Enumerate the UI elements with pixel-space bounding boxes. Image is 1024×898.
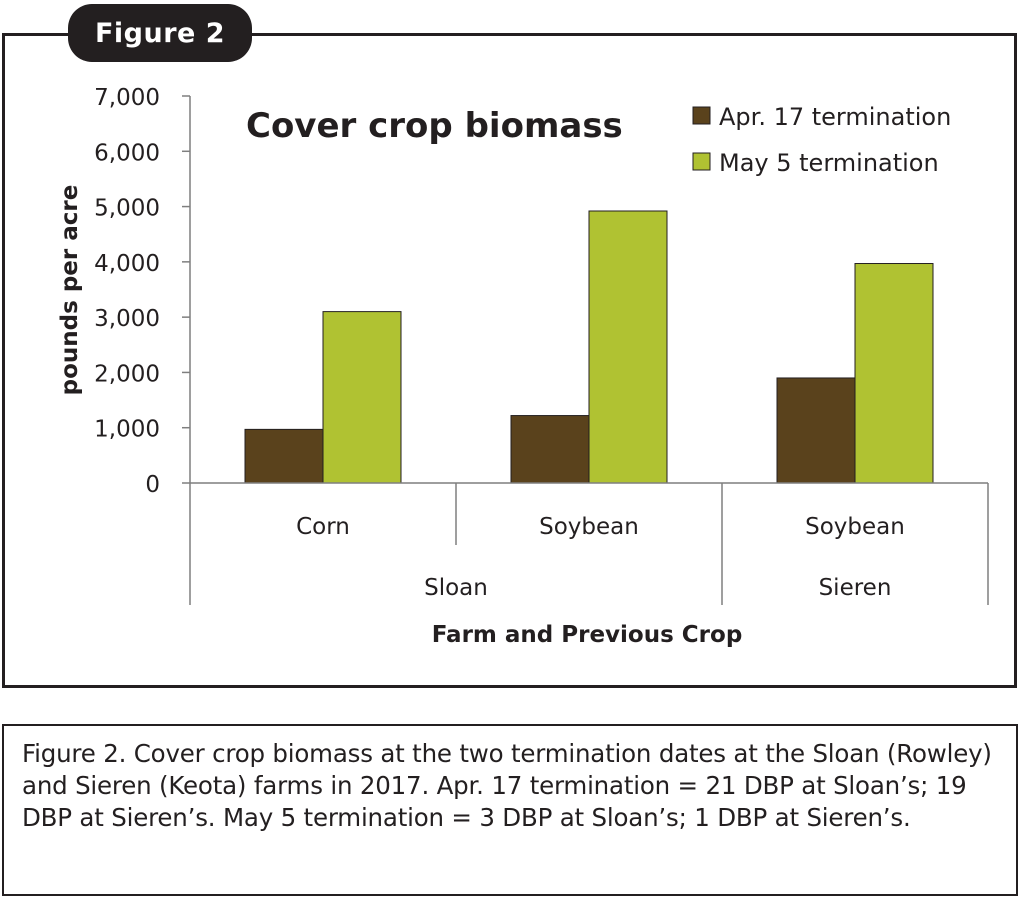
x-tick-label: Corn: [296, 514, 350, 540]
chart-legend: Apr. 17 termination May 5 termination: [692, 103, 951, 177]
bar-apr17-2: [776, 377, 856, 484]
bar-may5-1: [588, 210, 668, 484]
figure-caption: Figure 2. Cover crop biomass at the two …: [2, 724, 1018, 896]
y-tick-label: 2,000: [94, 361, 160, 387]
bar-may5-0: [322, 311, 402, 484]
y-tick-label: 4,000: [94, 251, 160, 277]
chart-title: Cover crop biomass: [246, 106, 623, 146]
y-axis-label: pounds per acre: [57, 185, 83, 396]
x-group-label: Sloan: [424, 575, 488, 601]
bar-chart: Cover crop biomass Apr. 17 termination Ma…: [57, 85, 989, 648]
bar-may5-2: [854, 263, 934, 484]
legend-label: May 5 termination: [719, 149, 939, 177]
y-tick-label: 0: [145, 472, 160, 498]
legend-swatch: [692, 106, 711, 125]
x-group-label: Sieren: [819, 575, 892, 601]
bar-apr17-0: [244, 428, 324, 484]
x-axis-label: Farm and Previous Crop: [432, 622, 743, 648]
y-tick-label: 6,000: [94, 140, 160, 166]
bars-layer: [244, 210, 934, 484]
x-tick-label: Soybean: [539, 514, 639, 540]
figure-frame: [2, 33, 1017, 688]
figure-badge: Figure 2: [68, 4, 252, 62]
legend-label: Apr. 17 termination: [719, 103, 951, 131]
y-tick-label: 3,000: [94, 306, 160, 332]
legend-swatch: [692, 152, 711, 171]
y-tick-label: 5,000: [94, 196, 160, 222]
x-axis: Corn Soybean Soybean Sloan Sieren: [189, 482, 989, 605]
y-axis: 0 1,000 2,000 3,000 4,000 5,000 6,000 7,000: [94, 85, 191, 498]
bar-apr17-1: [510, 415, 590, 484]
y-tick-label: 7,000: [94, 85, 160, 111]
x-tick-label: Soybean: [805, 514, 905, 540]
y-tick-label: 1,000: [94, 417, 160, 443]
